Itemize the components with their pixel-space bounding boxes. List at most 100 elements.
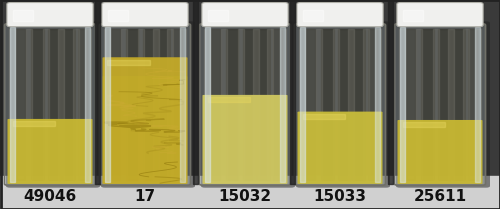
FancyBboxPatch shape [102, 3, 188, 27]
Bar [104, 29, 110, 180]
Bar [31, 29, 44, 180]
FancyBboxPatch shape [6, 21, 100, 188]
Bar [12, 121, 55, 126]
Bar [375, 27, 380, 182]
Bar [400, 27, 405, 182]
Bar [448, 29, 454, 180]
Text: 15033: 15033 [314, 189, 366, 204]
Bar [268, 29, 274, 180]
Bar [180, 27, 185, 182]
FancyBboxPatch shape [394, 24, 486, 185]
Text: 17: 17 [134, 189, 156, 204]
FancyBboxPatch shape [8, 119, 92, 184]
Bar [352, 29, 365, 180]
FancyBboxPatch shape [201, 21, 295, 188]
Bar [62, 29, 75, 180]
Bar [280, 27, 285, 182]
Bar [475, 29, 481, 180]
Bar [211, 29, 220, 180]
Bar [316, 29, 322, 180]
Bar [173, 29, 182, 180]
Bar [300, 27, 305, 182]
Bar [158, 29, 170, 180]
FancyBboxPatch shape [298, 112, 382, 184]
FancyBboxPatch shape [100, 24, 190, 185]
Bar [85, 29, 91, 180]
Bar [338, 29, 350, 180]
FancyBboxPatch shape [102, 76, 188, 184]
Bar [416, 29, 422, 180]
Bar [290, 0, 295, 184]
Bar [438, 29, 450, 180]
Bar [208, 10, 228, 21]
Bar [399, 29, 405, 180]
FancyBboxPatch shape [4, 24, 96, 185]
Bar [388, 0, 392, 184]
Bar [406, 29, 415, 180]
Bar [220, 29, 226, 180]
Bar [138, 29, 143, 180]
Bar [452, 29, 465, 180]
Bar [180, 29, 186, 180]
Bar [105, 27, 110, 182]
Bar [78, 29, 87, 180]
FancyBboxPatch shape [102, 57, 188, 184]
Bar [258, 29, 270, 180]
Bar [14, 10, 33, 21]
FancyBboxPatch shape [7, 3, 93, 27]
Bar [302, 114, 345, 119]
Bar [16, 29, 25, 180]
Bar [120, 29, 126, 180]
Bar [304, 10, 323, 21]
Bar [153, 29, 159, 180]
Bar [9, 29, 15, 180]
Bar [402, 122, 445, 127]
Text: 49046: 49046 [24, 189, 76, 204]
Bar [26, 29, 32, 180]
Bar [95, 0, 100, 184]
Bar [85, 27, 90, 182]
Bar [421, 29, 434, 180]
Bar [280, 29, 286, 180]
Bar [226, 29, 238, 180]
Bar [10, 27, 15, 182]
Bar [204, 29, 210, 180]
Bar [43, 29, 49, 180]
Bar [321, 29, 334, 180]
FancyBboxPatch shape [202, 95, 288, 184]
Bar [208, 97, 250, 102]
Bar [168, 29, 173, 180]
FancyBboxPatch shape [398, 120, 482, 184]
Bar [468, 29, 477, 180]
Bar [192, 0, 198, 184]
FancyBboxPatch shape [297, 3, 383, 27]
FancyBboxPatch shape [200, 24, 290, 185]
Text: 15032: 15032 [218, 189, 272, 204]
Bar [273, 29, 282, 180]
Bar [243, 29, 256, 180]
Bar [72, 29, 78, 180]
Bar [108, 10, 128, 21]
Bar [108, 60, 150, 65]
Bar [126, 29, 138, 180]
Bar [306, 29, 315, 180]
Bar [404, 10, 423, 21]
FancyBboxPatch shape [101, 21, 195, 188]
Bar [238, 29, 244, 180]
Bar [433, 29, 439, 180]
Bar [362, 29, 368, 180]
Bar [58, 29, 64, 180]
Bar [333, 29, 339, 180]
Bar [368, 29, 377, 180]
FancyBboxPatch shape [202, 3, 288, 27]
Bar [143, 29, 156, 180]
FancyBboxPatch shape [294, 24, 386, 185]
Bar [375, 29, 382, 180]
Bar [299, 29, 305, 180]
Bar [475, 27, 480, 182]
Bar [48, 29, 60, 180]
Bar [110, 29, 120, 180]
Text: 25611: 25611 [414, 189, 467, 204]
Bar [348, 29, 354, 180]
FancyBboxPatch shape [396, 21, 490, 188]
